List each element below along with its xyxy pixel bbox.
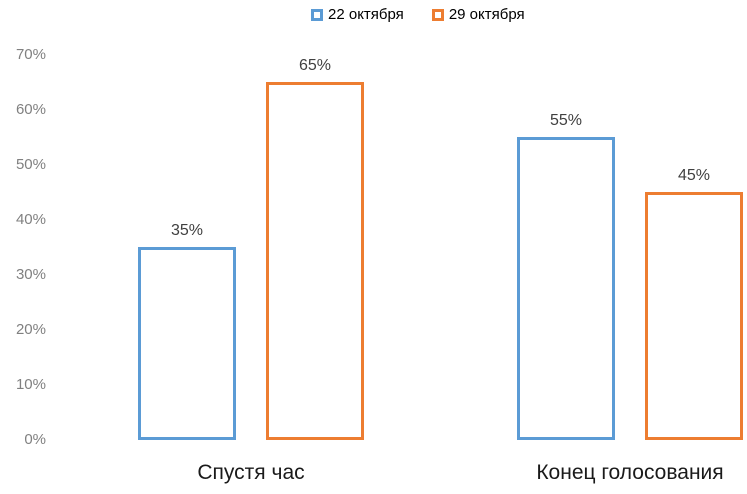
legend-label: 22 октября bbox=[328, 6, 404, 23]
legend-item-2: 29 октября bbox=[431, 6, 525, 24]
bar-series1-group1 bbox=[138, 247, 236, 440]
y-axis-tick-label: 20% bbox=[15, 321, 46, 338]
bar-value-label: 65% bbox=[298, 57, 332, 74]
y-axis-tick-label: 0% bbox=[24, 431, 46, 448]
bar-value-label: 45% bbox=[677, 167, 711, 184]
legend-marker-icon bbox=[311, 9, 323, 21]
y-axis-tick-label: 70% bbox=[15, 46, 46, 63]
bar-series2-group2 bbox=[645, 192, 743, 440]
category-label: Конец голосования bbox=[536, 461, 724, 484]
y-axis-tick-label: 50% bbox=[15, 156, 46, 173]
legend-label: 29 октября bbox=[448, 6, 525, 23]
y-axis-tick-label: 40% bbox=[15, 211, 46, 228]
y-axis-tick-label: 30% bbox=[15, 266, 46, 283]
legend-marker-icon bbox=[431, 9, 444, 21]
y-axis-tick-label: 60% bbox=[15, 101, 46, 118]
y-axis-tick-label: 10% bbox=[15, 376, 46, 393]
bar-series1-group2 bbox=[517, 137, 615, 440]
legend-item-1: 22 октября bbox=[311, 6, 404, 24]
bar-series2-group1 bbox=[266, 82, 364, 440]
bar-value-label: 35% bbox=[170, 222, 204, 239]
chart-legend: 22 октября 29 октября bbox=[311, 6, 525, 24]
bar-value-label: 55% bbox=[549, 112, 583, 129]
category-label: Спустя час bbox=[197, 461, 305, 484]
